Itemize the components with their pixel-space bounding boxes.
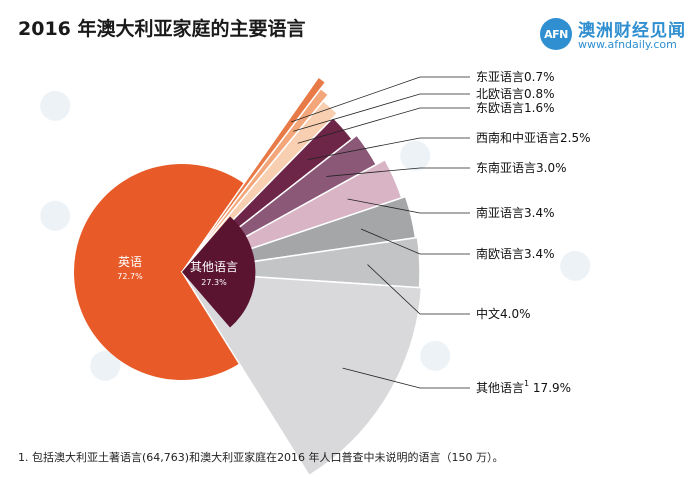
breakdown-slice	[181, 87, 330, 273]
logo-url: www.afndaily.com	[578, 38, 677, 51]
breakdown-label: 西南和中亚语言2.5%	[476, 130, 591, 145]
leader-line	[360, 228, 470, 255]
afn-logo: AFN 澳洲财经见闻 www.afndaily.com	[540, 16, 700, 56]
other-languages-slice-overlay	[182, 216, 256, 328]
breakdown-label: 北欧语言0.8%	[476, 87, 555, 101]
chart-title: 2016 年澳大利亚家庭的主要语言	[18, 18, 306, 40]
leader-line	[291, 76, 470, 123]
other-languages-value: 27.3%	[201, 278, 227, 287]
breakdown-label: 东南亚语言3.0%	[476, 160, 567, 175]
breakdown-label: 南亚语言3.4%	[476, 205, 555, 220]
leader-line	[367, 264, 470, 315]
breakdown-label: 东欧语言1.6%	[476, 101, 555, 115]
footnote: 1. 包括澳大利亚土著语言(64,763)和澳大利亚家庭在2016 年人口普查中…	[18, 451, 504, 464]
english-slice	[74, 163, 253, 381]
leader-line	[293, 93, 470, 132]
breakdown-label: 东亚语言0.7%	[476, 70, 555, 84]
leader-line	[326, 167, 470, 177]
leader-line	[342, 367, 470, 389]
breakdown-label: 南欧语言3.4%	[476, 246, 555, 261]
other-languages-label: 其他语言	[190, 260, 238, 274]
breakdown-label: 中文4.0%	[476, 306, 531, 321]
breakdown-slice	[180, 271, 423, 477]
leader-line	[297, 107, 470, 144]
leader-line	[347, 198, 470, 214]
breakdown-label: 其他语言1 17.9%	[476, 379, 571, 395]
english-value: 72.7%	[117, 272, 143, 281]
afn-logo-icon: AFN	[540, 18, 572, 50]
english-label: 英语	[118, 255, 142, 269]
breakdown-slice	[181, 75, 327, 273]
logo-name: 澳洲财经见闻	[578, 21, 686, 41]
leader-line	[307, 137, 470, 161]
